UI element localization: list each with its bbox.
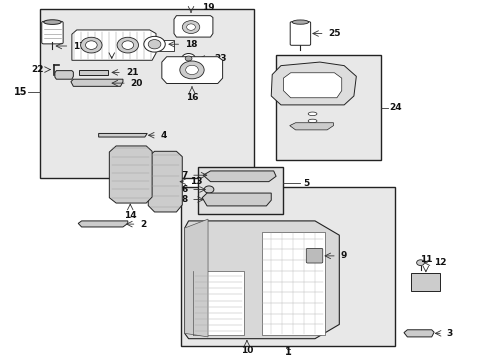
FancyBboxPatch shape <box>289 22 310 45</box>
Polygon shape <box>109 146 152 203</box>
Text: 6: 6 <box>181 185 187 194</box>
Circle shape <box>81 37 102 53</box>
Circle shape <box>85 41 97 49</box>
Text: 16: 16 <box>185 93 198 102</box>
Polygon shape <box>289 123 333 130</box>
Ellipse shape <box>307 112 316 116</box>
Text: 18: 18 <box>185 40 197 49</box>
Text: 15: 15 <box>14 87 27 98</box>
Circle shape <box>122 41 133 49</box>
Text: 12: 12 <box>433 258 446 267</box>
Polygon shape <box>403 330 433 337</box>
Text: 22: 22 <box>32 65 44 74</box>
Circle shape <box>416 260 424 266</box>
Bar <box>181 187 394 346</box>
Bar <box>79 69 108 75</box>
Circle shape <box>203 186 213 193</box>
Polygon shape <box>271 62 356 105</box>
Bar <box>410 273 440 291</box>
Text: 19: 19 <box>201 3 214 12</box>
Text: 24: 24 <box>388 103 401 112</box>
Text: 13: 13 <box>190 177 202 186</box>
Bar <box>198 167 283 214</box>
Bar <box>193 271 244 335</box>
Polygon shape <box>202 193 271 206</box>
Circle shape <box>117 37 138 53</box>
Text: 2: 2 <box>140 220 146 229</box>
Text: 14: 14 <box>123 211 136 220</box>
Text: 5: 5 <box>302 179 308 188</box>
Text: 3: 3 <box>446 329 452 338</box>
Polygon shape <box>283 73 341 98</box>
Text: 25: 25 <box>328 29 341 38</box>
Circle shape <box>182 21 200 33</box>
Polygon shape <box>162 57 222 84</box>
Bar <box>40 9 254 178</box>
Polygon shape <box>184 219 207 337</box>
Ellipse shape <box>291 20 308 24</box>
Text: 11: 11 <box>419 256 431 265</box>
Bar <box>261 231 324 335</box>
Polygon shape <box>174 16 212 37</box>
Circle shape <box>148 40 161 49</box>
FancyBboxPatch shape <box>305 248 322 263</box>
Polygon shape <box>55 71 73 79</box>
Polygon shape <box>72 30 156 60</box>
Ellipse shape <box>43 20 61 24</box>
Polygon shape <box>184 221 339 339</box>
Text: 21: 21 <box>125 68 138 77</box>
Polygon shape <box>148 151 182 212</box>
Circle shape <box>186 24 195 30</box>
Text: 8: 8 <box>181 195 187 204</box>
Polygon shape <box>78 221 127 227</box>
Polygon shape <box>203 171 276 182</box>
Text: 7: 7 <box>181 171 187 180</box>
Text: 1: 1 <box>285 347 291 357</box>
FancyBboxPatch shape <box>41 21 63 44</box>
Circle shape <box>180 61 203 79</box>
Ellipse shape <box>307 119 316 123</box>
Text: 20: 20 <box>130 78 143 87</box>
Circle shape <box>185 65 198 75</box>
Text: 23: 23 <box>214 54 226 63</box>
Text: 17: 17 <box>73 41 86 50</box>
Polygon shape <box>71 79 122 86</box>
Text: 4: 4 <box>161 131 167 140</box>
Text: 9: 9 <box>340 251 346 260</box>
Polygon shape <box>99 134 147 137</box>
Circle shape <box>182 54 195 63</box>
Circle shape <box>143 36 165 52</box>
Text: 10: 10 <box>240 346 253 355</box>
Bar <box>276 55 380 160</box>
Bar <box>159 40 174 51</box>
Circle shape <box>185 56 192 61</box>
